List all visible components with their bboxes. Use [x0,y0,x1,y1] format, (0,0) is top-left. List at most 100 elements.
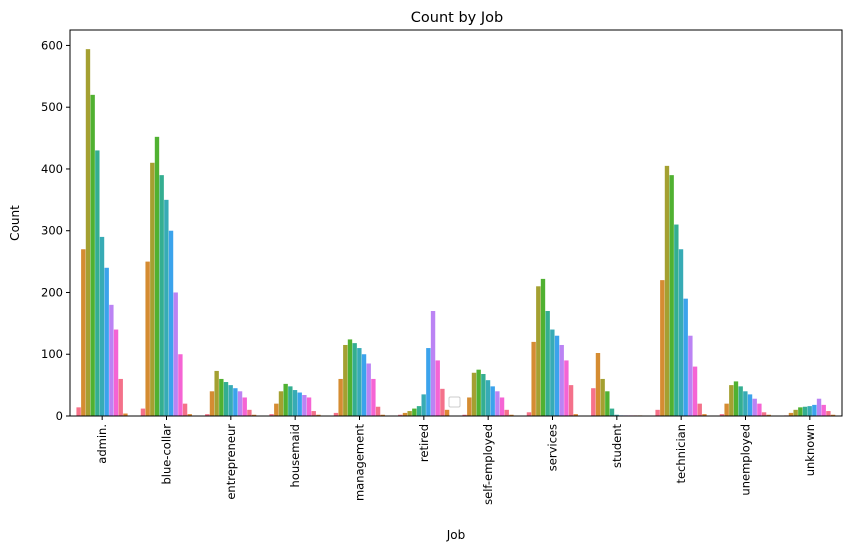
bar [178,354,183,416]
bar [164,199,169,416]
bar [440,388,445,416]
bar [531,341,536,416]
bar [237,391,243,416]
bar [123,413,128,416]
bar [490,386,495,416]
x-tick-label: housemaid [288,424,302,487]
bar [426,348,431,416]
bar [743,391,748,416]
bar [242,397,247,416]
x-tick-label: student [610,424,624,468]
bar [609,408,615,416]
bar [591,388,596,416]
bar [99,236,105,416]
bar [95,150,100,416]
y-axis: 0 100 200 300 400 500 600 [41,38,70,423]
bar [247,409,252,416]
bar [564,360,569,416]
bar [269,414,274,416]
bar [683,298,688,416]
legend-box [448,396,461,408]
bar [76,407,81,416]
bars [76,49,836,417]
bar [347,339,353,416]
bar [655,409,660,416]
bar [338,378,343,416]
bar [306,397,312,416]
y-tick-label: 600 [41,38,63,52]
bar [109,304,114,416]
bar [702,414,707,416]
x-tick-label: management [353,424,367,502]
bar [719,414,725,416]
bar [352,343,357,416]
bar [826,411,831,416]
bar [664,165,670,416]
bar [421,394,426,416]
bar [504,409,509,416]
x-tick-label: self-employed [481,424,495,505]
bar [761,412,767,416]
bar [228,385,233,416]
bar [733,381,739,416]
x-tick-label: services [546,424,560,471]
x-axis: admin. blue-collar entrepreneur housemaid ma… [95,416,817,505]
bar [219,378,224,416]
bar [697,403,702,416]
bar [678,249,684,416]
bar [168,230,174,416]
x-tick-label: unemployed [739,424,753,496]
x-tick-label: admin. [95,424,109,464]
bar [150,162,155,416]
bar [380,414,385,416]
bar [182,403,188,416]
bar [251,414,257,416]
bar [205,414,210,416]
bar [788,412,794,416]
bar [821,404,826,416]
bar [485,380,491,416]
bar [669,175,674,416]
bar [467,397,472,416]
bar [435,360,440,416]
legend [448,396,461,408]
bar [481,374,486,416]
y-tick-label: 300 [41,224,63,238]
x-tick-label: retired [417,424,431,462]
bar [595,353,601,416]
bar [812,404,817,416]
bar [692,366,698,416]
bar [724,403,729,416]
bar [738,386,743,416]
bar [614,414,619,416]
bar [476,369,481,416]
bar [554,335,560,416]
bar [430,311,436,416]
bar [444,409,450,416]
bar [509,414,514,416]
bar [600,378,605,416]
bar [278,391,284,416]
bar [688,335,693,416]
bar [361,354,367,416]
plot-frame [69,29,843,417]
bar [605,391,610,416]
bar [357,348,362,416]
bar [545,311,550,416]
bar [292,390,298,416]
bar [752,398,757,416]
bar [366,363,371,416]
bar [416,406,422,416]
bar [154,136,160,416]
bar [816,398,822,416]
bar [802,406,808,416]
x-tick-label: blue-collar [160,424,174,485]
bar [559,344,564,416]
x-tick-label: entrepreneur [224,424,238,500]
bar [311,411,316,416]
bar [471,372,477,416]
bar [214,370,219,416]
bar [333,412,339,416]
chart-title: Count by Job [411,10,503,26]
